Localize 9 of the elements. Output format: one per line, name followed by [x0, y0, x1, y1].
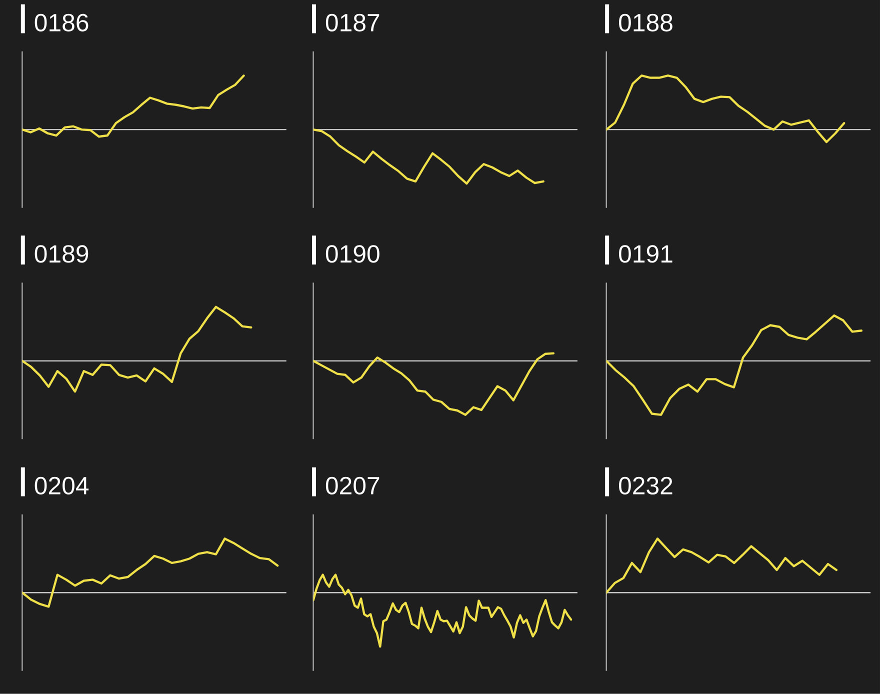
chart-title: 0204 [34, 476, 89, 495]
chart-title: 0188 [619, 14, 672, 32]
chart-title: 0189 [34, 245, 88, 263]
chart-title: 0207 [326, 476, 380, 495]
chart-title: 0190 [326, 245, 380, 263]
chart-title: 0232 [619, 476, 672, 495]
chart-title: 0191 [619, 245, 672, 263]
chart-title: 0187 [326, 14, 380, 32]
chart-title: 0186 [34, 14, 88, 32]
